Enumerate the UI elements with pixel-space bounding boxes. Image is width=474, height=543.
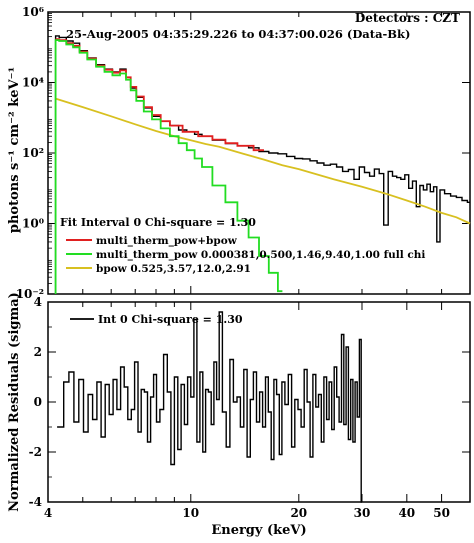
bpow-model-series [55, 97, 471, 225]
header-detectors: Detectors : CZT [355, 11, 460, 25]
legend-label-total: multi_therm_pow+bpow [96, 235, 238, 248]
residual-y-tick-label: 0 [34, 395, 42, 409]
residuals-series [57, 311, 362, 503]
residual-y-tick-label: -4 [29, 495, 42, 509]
residual-legend-label: Int 0 Chi-square = 1.30 [98, 313, 243, 326]
x-tick-label: 50 [433, 506, 450, 520]
x-tick-label: 4 [44, 506, 52, 520]
spectrum-y-tick-label: 10⁻² [16, 287, 44, 301]
spectrum-y-tick-label: 10⁰ [22, 217, 44, 231]
residuals-panel: 420-2-44 10 20 30 40 50 Int 0 Chi-square = 1.… [7, 292, 471, 538]
residual-y-tick-label: -2 [29, 445, 42, 459]
spectrum-legend: Fit Interval 0 Chi-square = 1.30 multi_t… [60, 216, 425, 275]
header-time-interval: 25-Aug-2005 04:35:29.226 to 04:37:00.026… [66, 27, 410, 41]
x-axis-label: Energy (keV) [211, 523, 306, 538]
x-tick-label: 20 [290, 506, 307, 520]
x-tick-label: 10 [182, 506, 199, 520]
x-tick-label: 30 [354, 506, 371, 520]
spectrum-y-tick-label: 10⁶ [22, 5, 44, 19]
residual-y-tick-label: 4 [34, 295, 42, 309]
thermal-model-series [54, 39, 283, 294]
legend-title: Fit Interval 0 Chi-square = 1.30 [60, 216, 256, 229]
spectrum-y-tick-label: 10² [22, 146, 44, 160]
legend-label-bpow: bpow 0.525,3.57,12.0,2.91 [96, 263, 251, 275]
legend-label-thermal: multi_therm_pow 0.000381,0.500,1.46,9.40… [96, 249, 425, 262]
spectrum-panel: 10⁻² 10⁰ 10² 10⁴ 10⁶ Detectors : CZT 25-Aug-… [7, 5, 471, 301]
spectrum-y-axis-label: photons s⁻¹ cm⁻² keV⁻¹ [7, 67, 22, 233]
spectrum-y-tick-label: 10⁴ [22, 76, 44, 90]
residuals-y-axis-label: Normalized Residuals (sigma) [7, 292, 22, 512]
x-tick-label: 40 [398, 506, 415, 520]
residual-y-tick-label: 2 [34, 345, 42, 359]
